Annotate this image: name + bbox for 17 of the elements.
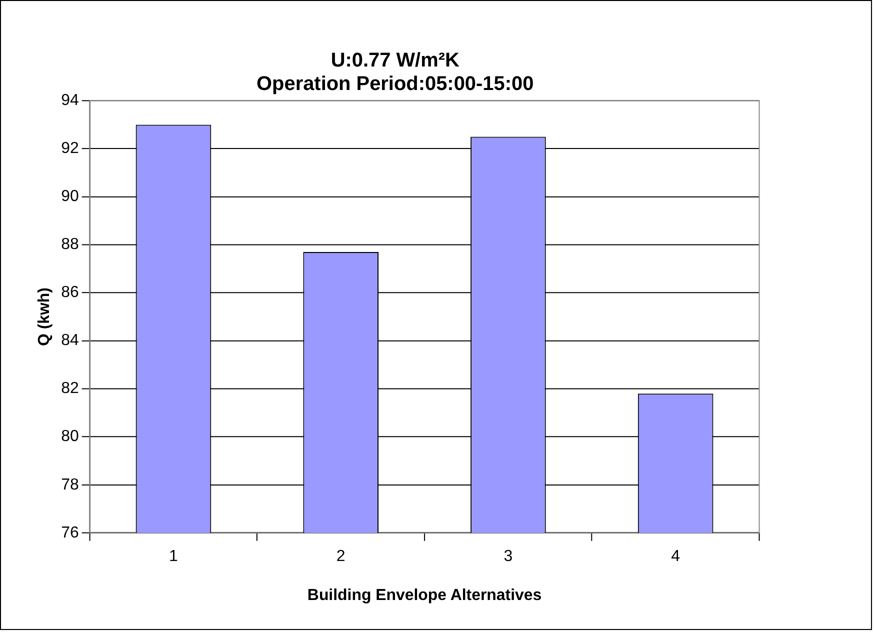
y-tick-label: 78 (61, 476, 79, 494)
x-tick-label: 3 (504, 548, 513, 565)
y-tick-label: 76 (61, 524, 79, 542)
chart-title: U:0.77 W/m²K Operation Period:05:00-15:00 (256, 49, 534, 96)
y-tick-label: 94 (61, 92, 79, 110)
y-tick-label: 88 (61, 236, 79, 254)
x-axis-title: Building Envelope Alternatives (307, 586, 542, 604)
y-tick-label: 82 (61, 380, 79, 398)
y-tick-label: 84 (61, 332, 79, 350)
y-tick-label: 92 (61, 140, 79, 158)
x-tick-label: 2 (336, 548, 346, 565)
y-tick-label: 80 (61, 428, 79, 446)
y-axis-title: Q (kwh) (36, 288, 53, 346)
x-tick-label: 1 (169, 548, 178, 565)
y-tick-label: 90 (61, 188, 79, 206)
x-tick-label: 4 (671, 548, 680, 565)
y-tick-label: 86 (61, 284, 79, 302)
